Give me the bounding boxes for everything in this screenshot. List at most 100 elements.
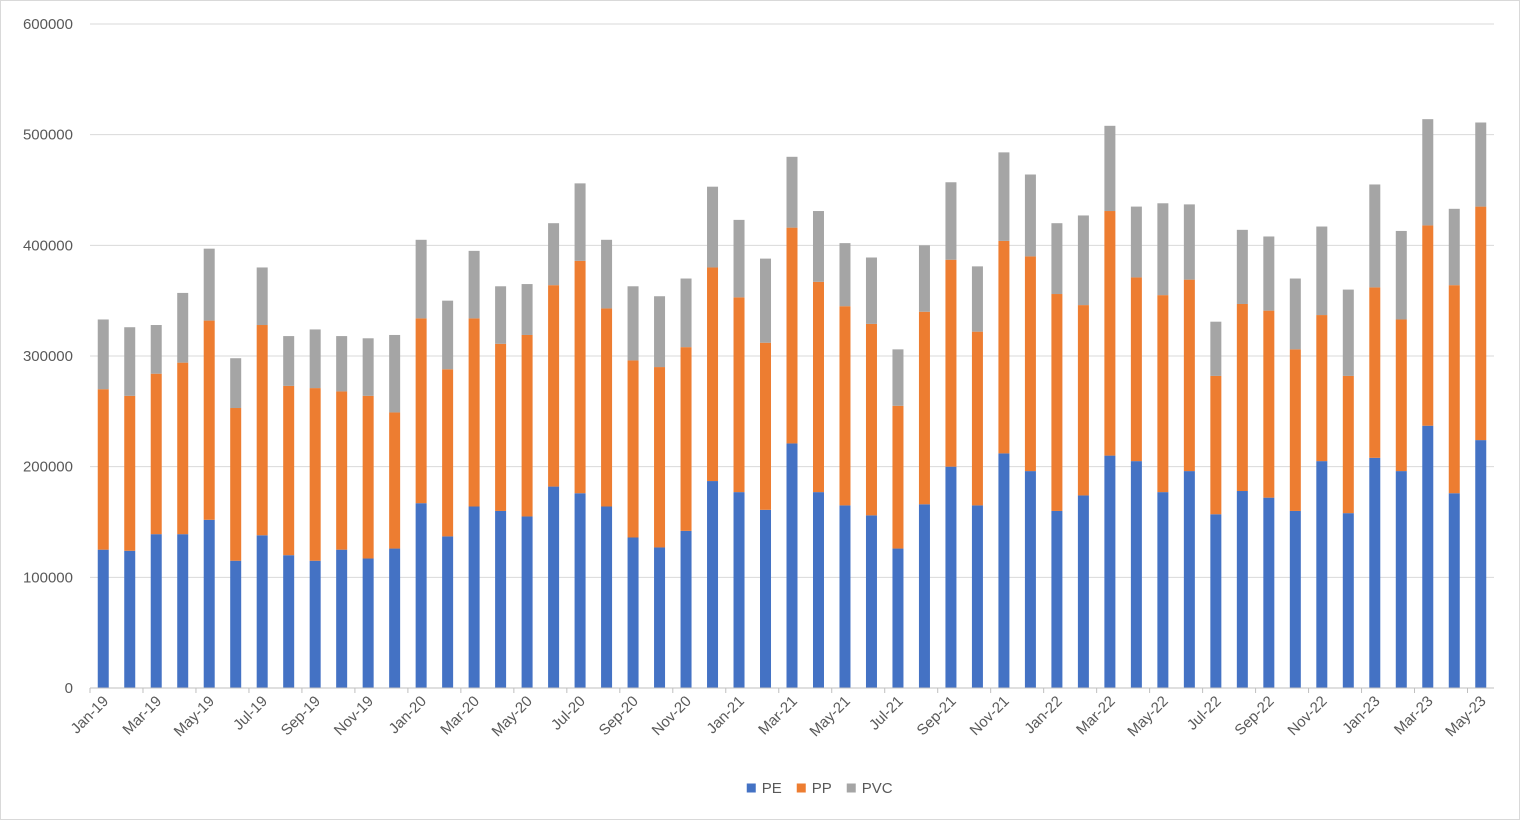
legend-swatch-pp [796,783,806,793]
bar-pe [124,550,136,688]
x-tick-label: Jan-19 [68,693,112,737]
bar-pe [1263,497,1275,688]
bar-pvc [892,349,904,406]
bar-pvc [707,186,719,268]
bar-pvc [177,292,189,363]
bar-pvc [574,183,586,261]
bar-pe [1475,440,1487,688]
bar-pvc [283,336,295,386]
legend-label-pvc: PVC [862,780,893,797]
bar-pe [945,466,957,688]
y-tick-label: 200000 [23,459,73,476]
x-tick-label: May-20 [489,693,536,740]
x-tick-label: Nov-22 [1284,693,1330,739]
bar-pp [918,311,930,505]
bar-pp [1369,287,1381,458]
bar-pe [362,558,374,688]
bar-pe [256,535,268,688]
bar-pp [786,227,798,444]
bar-pp [521,334,533,517]
bar-pvc [97,319,109,390]
bar-pvc [1157,203,1169,296]
bar-pp [442,369,454,537]
x-tick-label: Nov-20 [649,693,695,739]
bar-pvc [1236,229,1248,304]
legend-label-pe: PE [762,780,782,797]
y-tick-label: 300000 [23,348,73,365]
bar-pp [177,362,189,535]
x-tick-label: May-23 [1442,693,1489,740]
bar-pvc [601,239,613,309]
bar-pvc [865,257,877,324]
bar-pe [1316,461,1328,688]
x-tick-label: Jul-22 [1184,693,1225,734]
bar-pvc [548,223,560,286]
x-tick-label: Jan-22 [1021,693,1065,737]
bar-pe [1369,457,1381,688]
bar-pe [680,530,692,688]
x-tick-label: Sep-21 [914,693,960,739]
bar-pe [1077,495,1089,688]
bar-pvc [389,334,401,413]
bar-pvc [627,286,639,361]
bar-pe [627,537,639,688]
bar-pp [150,373,162,535]
bar-pp [1448,285,1460,494]
bar-pvc [998,152,1010,241]
bar-pp [230,408,242,561]
bar-pp [1183,279,1195,472]
bar-pp [1342,375,1354,514]
bar-pp [1289,349,1301,511]
bar-pp [1051,294,1063,511]
bar-pvc [1104,125,1116,212]
bar-pp [283,385,295,556]
bar-pe [1342,513,1354,688]
legend-swatch-pvc [846,783,856,793]
bar-pvc [1077,215,1089,306]
bar-pp [1422,225,1434,426]
bar-pvc [680,278,692,348]
bar-pvc [1210,321,1222,376]
bar-pe [1422,425,1434,688]
bar-pp [892,405,904,549]
bar-pp [707,267,719,482]
bar-pe [918,504,930,688]
bar-pp [733,297,745,493]
bar-pe [97,549,109,688]
bar-pvc [1369,184,1381,288]
bar-pvc [1342,289,1354,376]
bar-pp [548,285,560,487]
x-tick-label: Nov-21 [967,693,1013,739]
bar-pp [812,281,824,493]
bar-pvc [362,338,374,396]
bar-pvc [256,267,268,326]
bar-pp [574,260,586,494]
bar-pvc [1263,236,1275,311]
bar-pp [1024,256,1036,472]
bar-pp [839,306,851,506]
bar-pe [283,555,295,688]
bar-pe [760,509,772,688]
bar-pe [892,548,904,688]
x-tick-label: Jul-20 [548,693,589,734]
bar-pe [601,506,613,688]
bar-pp [124,395,136,551]
bar-pe [1157,492,1169,688]
x-tick-label: Sep-22 [1231,693,1277,739]
bar-pe [998,453,1010,688]
x-tick-label: May-22 [1124,693,1171,740]
bar-pvc [415,239,427,319]
gridlines [90,23,1494,578]
legend-label-pp: PP [812,780,832,797]
x-tick-label: Jul-21 [866,693,907,734]
bar-pp [389,412,401,549]
bar-pvc [786,156,798,228]
bar-pp [680,347,692,531]
bar-pe [442,536,454,688]
bar-pe [971,505,983,688]
bar-pe [336,549,348,688]
y-tick-label: 100000 [23,569,73,586]
x-tick-label: Mar-20 [437,693,483,739]
bar-pe [548,486,560,688]
